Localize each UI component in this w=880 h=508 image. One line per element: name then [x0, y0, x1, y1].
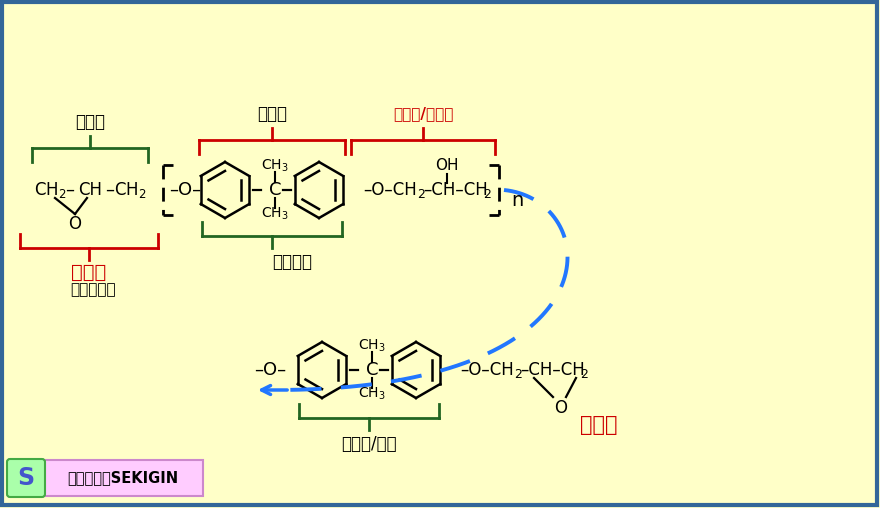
- Text: –O–: –O–: [254, 361, 286, 379]
- Text: 反応性: 反応性: [580, 415, 618, 435]
- Text: 技術情報館SEKIGIN: 技術情報館SEKIGIN: [68, 470, 179, 486]
- Text: エポキシ基: エポキシ基: [70, 282, 116, 298]
- Text: 強靭性: 強靭性: [257, 105, 287, 123]
- Text: C: C: [366, 361, 378, 379]
- Text: OH: OH: [436, 158, 458, 174]
- Text: C: C: [268, 181, 282, 199]
- Text: –CH–CH: –CH–CH: [423, 181, 488, 199]
- Text: CH$_2$: CH$_2$: [33, 180, 66, 200]
- Text: 反応性: 反応性: [71, 263, 106, 281]
- Text: O: O: [554, 399, 568, 417]
- Text: CH$_3$: CH$_3$: [261, 206, 289, 222]
- Text: –O–CH: –O–CH: [363, 181, 417, 199]
- Text: –: –: [65, 181, 75, 199]
- Text: CH: CH: [78, 181, 102, 199]
- Text: 2: 2: [483, 188, 491, 202]
- Text: 柔軟性: 柔軟性: [75, 113, 105, 131]
- Text: 2: 2: [417, 188, 425, 202]
- Text: n: n: [511, 190, 523, 209]
- Text: 耐熱性/剛性: 耐熱性/剛性: [341, 435, 397, 453]
- Text: 2: 2: [514, 368, 522, 382]
- Text: –: –: [106, 181, 114, 199]
- Text: –O–: –O–: [169, 181, 201, 199]
- Text: O: O: [69, 215, 82, 233]
- Text: CH$_2$: CH$_2$: [114, 180, 146, 200]
- Text: 耐薬品性: 耐薬品性: [272, 253, 312, 271]
- Text: CH$_3$: CH$_3$: [358, 338, 385, 354]
- Text: –O–CH: –O–CH: [460, 361, 514, 379]
- FancyBboxPatch shape: [8, 460, 203, 496]
- Text: –CH–CH: –CH–CH: [520, 361, 584, 379]
- Text: CH$_3$: CH$_3$: [261, 158, 289, 174]
- Text: S: S: [18, 466, 34, 490]
- FancyBboxPatch shape: [7, 459, 45, 497]
- Text: 2: 2: [580, 368, 588, 382]
- Text: CH$_3$: CH$_3$: [358, 386, 385, 402]
- Text: 接着性/反応性: 接着性/反応性: [392, 107, 453, 121]
